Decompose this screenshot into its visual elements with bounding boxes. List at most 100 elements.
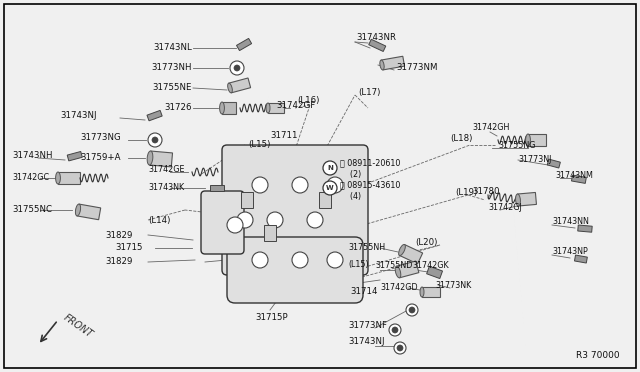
- Text: 31714: 31714: [350, 288, 378, 296]
- Bar: [319, 192, 331, 208]
- Circle shape: [327, 252, 343, 268]
- Text: 31829: 31829: [105, 231, 132, 240]
- Text: 31743NL: 31743NL: [153, 42, 192, 51]
- Circle shape: [409, 307, 415, 313]
- Circle shape: [292, 177, 308, 193]
- Polygon shape: [399, 244, 422, 264]
- Circle shape: [267, 212, 283, 228]
- Polygon shape: [268, 103, 284, 113]
- Circle shape: [234, 65, 240, 71]
- Polygon shape: [518, 192, 536, 206]
- Text: 31743NJ: 31743NJ: [60, 112, 97, 121]
- Text: (L20): (L20): [415, 237, 437, 247]
- Text: (L15): (L15): [348, 260, 369, 269]
- Ellipse shape: [516, 194, 520, 206]
- Polygon shape: [149, 151, 173, 167]
- Text: (L16): (L16): [297, 96, 319, 105]
- Ellipse shape: [420, 287, 424, 297]
- Text: 31773NH: 31773NH: [152, 62, 192, 71]
- Text: 31726: 31726: [164, 103, 192, 112]
- Text: (2): (2): [345, 170, 361, 180]
- Ellipse shape: [380, 60, 384, 70]
- Text: 31780: 31780: [472, 187, 499, 196]
- Text: Ⓝ 08911-20610: Ⓝ 08911-20610: [340, 158, 401, 167]
- Polygon shape: [222, 102, 236, 114]
- Polygon shape: [237, 38, 252, 51]
- Ellipse shape: [228, 83, 232, 93]
- Polygon shape: [422, 287, 440, 297]
- Text: 31755NE: 31755NE: [152, 83, 192, 92]
- Text: 31829: 31829: [105, 257, 132, 266]
- FancyBboxPatch shape: [201, 191, 244, 254]
- Text: 31743NH: 31743NH: [12, 151, 52, 160]
- Text: R3 70000: R3 70000: [577, 350, 620, 359]
- Text: 31743NP: 31743NP: [552, 247, 588, 257]
- Text: 31743NJ: 31743NJ: [348, 337, 385, 346]
- Text: 31742GK: 31742GK: [412, 260, 449, 269]
- Text: (L18): (L18): [450, 134, 472, 142]
- Polygon shape: [228, 78, 251, 93]
- Polygon shape: [369, 39, 386, 51]
- Text: 31773NK: 31773NK: [435, 280, 471, 289]
- Text: W: W: [326, 185, 334, 191]
- Text: (L15): (L15): [248, 141, 270, 150]
- Text: 31711: 31711: [270, 131, 298, 140]
- Circle shape: [327, 177, 343, 193]
- Circle shape: [227, 217, 243, 233]
- Text: (L19): (L19): [455, 189, 477, 198]
- Circle shape: [397, 345, 403, 351]
- Text: 31743NK: 31743NK: [148, 183, 184, 192]
- Circle shape: [252, 252, 268, 268]
- Text: 31755ND: 31755ND: [375, 260, 412, 269]
- Text: 31742GE: 31742GE: [148, 166, 184, 174]
- Circle shape: [307, 212, 323, 228]
- Text: 31759+A: 31759+A: [80, 153, 120, 161]
- Ellipse shape: [76, 204, 81, 216]
- Text: (L17): (L17): [358, 87, 380, 96]
- FancyBboxPatch shape: [222, 145, 368, 275]
- Ellipse shape: [220, 102, 225, 114]
- Bar: [241, 192, 253, 208]
- Text: 31773NG: 31773NG: [80, 134, 121, 142]
- Polygon shape: [528, 134, 546, 146]
- Circle shape: [323, 161, 337, 175]
- Polygon shape: [67, 151, 83, 161]
- Text: 31742GC: 31742GC: [12, 173, 49, 183]
- Ellipse shape: [147, 151, 153, 165]
- Circle shape: [252, 177, 268, 193]
- Text: 31742GH: 31742GH: [472, 124, 509, 132]
- Ellipse shape: [396, 266, 401, 278]
- Text: 31715: 31715: [115, 244, 143, 253]
- Text: 31755NH: 31755NH: [348, 244, 385, 253]
- Polygon shape: [396, 261, 419, 278]
- Text: (L14): (L14): [148, 215, 170, 224]
- Circle shape: [389, 324, 401, 336]
- Polygon shape: [427, 266, 442, 279]
- Text: 31715P: 31715P: [255, 314, 287, 323]
- Circle shape: [230, 61, 244, 75]
- Circle shape: [406, 304, 418, 316]
- Circle shape: [392, 327, 398, 333]
- Text: 31742GF: 31742GF: [276, 100, 316, 109]
- FancyBboxPatch shape: [227, 237, 363, 303]
- Polygon shape: [578, 225, 592, 232]
- Circle shape: [148, 133, 162, 147]
- Ellipse shape: [56, 172, 60, 184]
- Polygon shape: [572, 175, 586, 183]
- Ellipse shape: [266, 103, 270, 113]
- Polygon shape: [381, 56, 404, 70]
- Bar: [264, 225, 276, 241]
- Polygon shape: [58, 172, 80, 184]
- Ellipse shape: [525, 134, 531, 146]
- Text: FRONT: FRONT: [62, 312, 95, 339]
- Text: 31743NR: 31743NR: [356, 33, 396, 42]
- Circle shape: [394, 342, 406, 354]
- Circle shape: [323, 181, 337, 195]
- Polygon shape: [547, 159, 561, 168]
- Text: (4): (4): [345, 192, 361, 202]
- Circle shape: [292, 252, 308, 268]
- Text: 31773NJ: 31773NJ: [518, 155, 552, 164]
- Text: 31755NC: 31755NC: [12, 205, 52, 215]
- Text: Ⓦ 08915-43610: Ⓦ 08915-43610: [340, 180, 401, 189]
- Ellipse shape: [399, 244, 405, 256]
